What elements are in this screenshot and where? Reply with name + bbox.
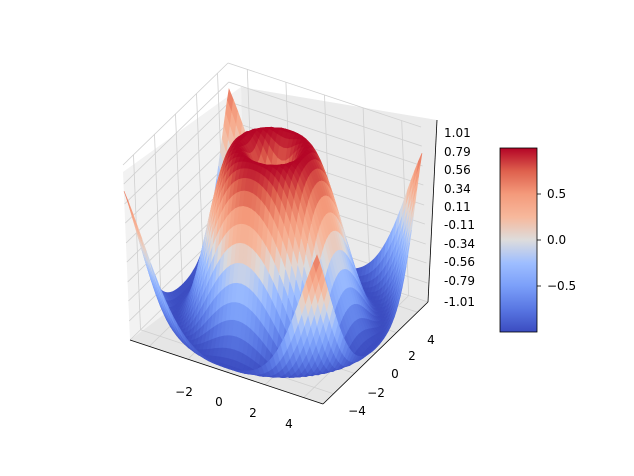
colorbar-tick-label: −0.5: [547, 279, 576, 293]
side-gridline: [154, 134, 162, 310]
x-tick-label: 2: [249, 406, 257, 420]
colorbar: 0.5 0.0 −0.5: [499, 147, 576, 333]
y-tick-label: 2: [408, 349, 416, 363]
side-gridline: [122, 62, 229, 166]
x-tick-labels: −2 0 2 4: [175, 385, 293, 431]
side-gridline: [175, 113, 183, 290]
z-tick-label: -1.01: [444, 295, 475, 309]
z-tick-label: 1.01: [444, 126, 471, 140]
x-axis-line: [129, 339, 324, 405]
z-tick-label: 0.34: [444, 182, 471, 196]
z-tick-label: -0.79: [444, 274, 475, 288]
side-gridline: [125, 120, 231, 224]
colorbar-tick-label: 0.5: [547, 187, 566, 201]
x-tick-label: 4: [285, 417, 293, 431]
z-tick-label: 0.11: [444, 200, 471, 214]
axis-lines: [129, 119, 438, 405]
side-gridline: [123, 81, 230, 185]
z-tick-label: 0.56: [444, 163, 471, 177]
y-tick-label: −2: [367, 386, 385, 400]
surface-facet: [313, 254, 320, 273]
y-tick-label: 4: [427, 333, 435, 347]
z-tick-label: 0.79: [444, 145, 471, 159]
z-tick-label: -0.56: [444, 255, 475, 269]
surface: [123, 87, 423, 379]
side-gridline: [124, 101, 230, 205]
z-tick-labels: -1.01 -0.79 -0.56 -0.34 -0.11 0.11 0.34 …: [444, 126, 475, 309]
back-gridline: [228, 81, 422, 147]
back-gridline: [229, 101, 423, 167]
x-tick-label: 0: [215, 395, 223, 409]
x-tick-label: −2: [175, 385, 193, 399]
colorbar-gradient: [499, 147, 538, 333]
y-axis-line: [322, 301, 429, 405]
z-axis-line: [427, 119, 438, 303]
back-gridline: [362, 107, 371, 283]
z-tick-label: -0.11: [444, 218, 475, 232]
z-tick-label: -0.34: [444, 237, 475, 251]
y-tick-labels: −4 −2 0 2 4: [348, 333, 435, 418]
side-gridline: [196, 93, 204, 269]
back-gridline: [227, 62, 422, 128]
side-gridline: [125, 140, 232, 244]
colorbar-tick-label: 0.0: [547, 233, 566, 247]
y-tick-label: −4: [348, 404, 366, 418]
side-gridline: [133, 154, 141, 330]
y-tick-label: 0: [391, 367, 399, 381]
